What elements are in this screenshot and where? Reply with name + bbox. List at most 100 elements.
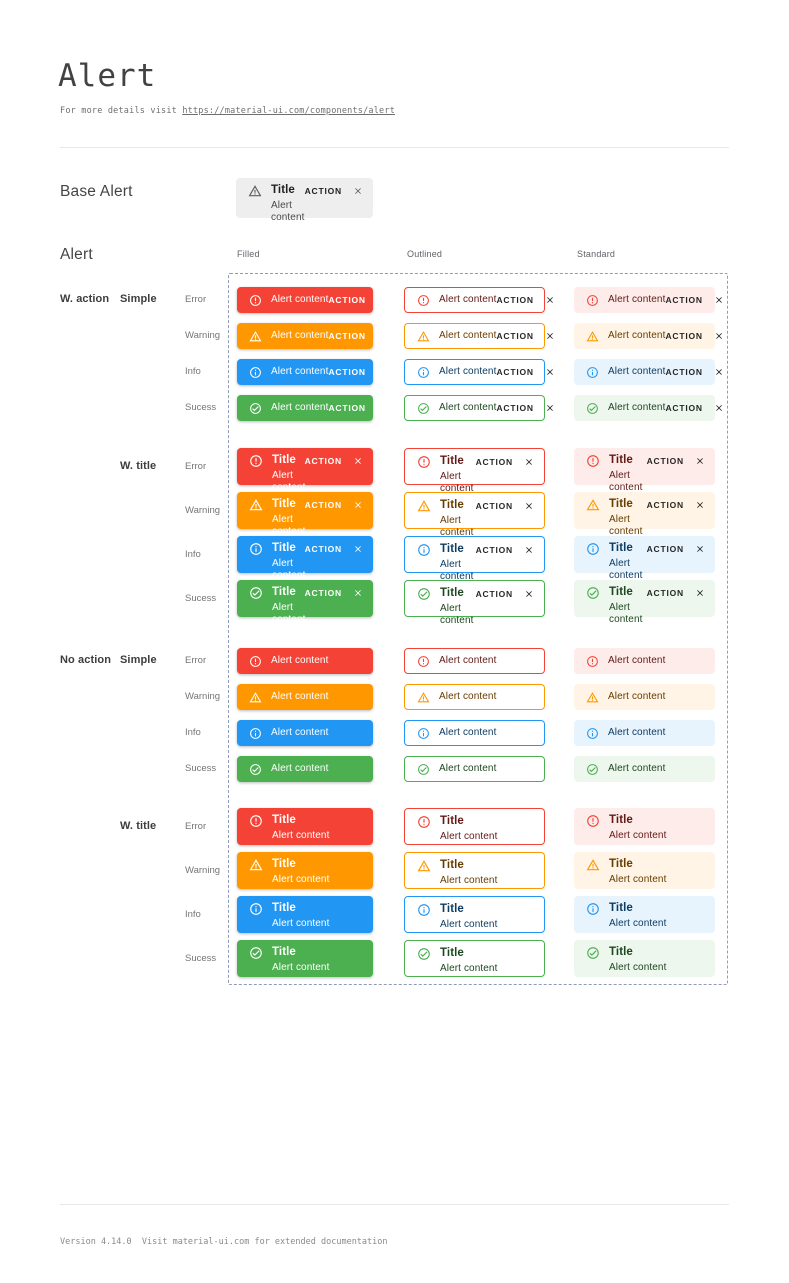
alert-content: Alert content [440, 559, 474, 582]
warning-triangle-icon [249, 691, 262, 704]
alert-action-button[interactable]: ACTION [328, 331, 366, 341]
alert-content: Alert content [609, 874, 667, 885]
close-icon[interactable] [377, 295, 387, 305]
alert-body: Title Alert content [440, 499, 476, 539]
alert-action-button[interactable]: ACTION [304, 544, 342, 554]
alert-standard-info-titled: Title Alert content ACTION [574, 536, 715, 581]
close-icon[interactable] [545, 295, 555, 305]
alert-title: Title [440, 947, 464, 959]
alert-standard-error-titled: Title Alert content ACTION [574, 448, 715, 493]
alert-action-button[interactable]: ACTION [665, 367, 703, 377]
alert-content: Alert content [608, 294, 666, 305]
alert-filled-info-titled-no-action: Title Alert content [237, 896, 373, 933]
alert-action-button[interactable]: ACTION [665, 295, 703, 305]
check-circle-outline-icon [417, 763, 430, 776]
alert-action-button[interactable]: ACTION [304, 500, 342, 510]
alert-action-button[interactable]: ACTION [475, 545, 513, 555]
alert-title: Title [272, 542, 296, 554]
subgroup-label: W. title [120, 459, 157, 472]
alert-action-button[interactable]: ACTION [475, 589, 513, 599]
close-icon[interactable] [695, 544, 705, 554]
close-icon[interactable] [377, 367, 387, 377]
close-icon[interactable] [524, 589, 534, 599]
alert-action-button[interactable]: ACTION [328, 295, 366, 305]
error-outline-icon [586, 814, 600, 828]
alert-title: Title [272, 454, 296, 466]
error-outline-icon [586, 294, 599, 307]
close-icon[interactable] [695, 456, 705, 466]
close-icon[interactable] [545, 403, 555, 413]
alert-filled-info-no-action: Alert content [237, 720, 373, 746]
alert-title: Title [609, 498, 633, 510]
close-icon[interactable] [714, 331, 724, 341]
close-icon[interactable] [524, 545, 534, 555]
alert-outlined-info-titled: Title Alert content ACTION [404, 536, 545, 582]
alert-outlined-error-titled-no-action: Title Alert content [404, 808, 545, 845]
alert-content: Alert content [608, 402, 666, 413]
alert-action-button[interactable]: ACTION [304, 588, 342, 598]
alert-action-button[interactable]: ACTION [304, 456, 342, 466]
alert-action-button[interactable]: ACTION [328, 367, 366, 377]
info-outline-icon [249, 727, 262, 740]
close-icon[interactable] [353, 456, 363, 466]
alert-action-button[interactable]: ACTION [646, 544, 684, 554]
subgroup-label: Simple [120, 654, 157, 666]
close-icon[interactable] [545, 331, 555, 341]
alert-body: Title Alert content [609, 454, 647, 494]
warning-triangle-icon [417, 691, 430, 704]
alert-content: Alert content [272, 918, 330, 929]
close-icon[interactable] [353, 186, 363, 196]
alert-action-button[interactable]: ACTION [665, 331, 703, 341]
close-icon[interactable] [695, 588, 705, 598]
error-outline-icon [417, 455, 431, 469]
alert-content: Alert content [608, 691, 666, 702]
alert-action-button[interactable]: ACTION [665, 403, 703, 413]
severity-label-info: Info [185, 366, 201, 377]
alert-standard-info-titled-no-action: Title Alert content [574, 896, 715, 933]
severity-label-warning: Warning [185, 691, 221, 702]
alert-title: Title [609, 586, 633, 598]
severity-label-success: Sucess [185, 402, 217, 413]
alert-action-button[interactable]: ACTION [475, 501, 513, 511]
alert-content: Alert content [609, 558, 643, 581]
alert-action-button[interactable]: ACTION [496, 295, 534, 305]
close-icon[interactable] [377, 403, 387, 413]
close-icon[interactable] [714, 367, 724, 377]
alert-action-button[interactable]: ACTION [328, 403, 366, 413]
info-outline-icon [586, 902, 600, 916]
alert-section-heading: Alert [60, 246, 93, 263]
group-label-no-action: No action [60, 654, 112, 666]
alert-action-button[interactable]: ACTION [496, 403, 534, 413]
alert-action-button[interactable]: ACTION [646, 456, 684, 466]
alert-action-button[interactable]: ACTION [496, 331, 534, 341]
alert-action-button[interactable]: ACTION [475, 457, 513, 467]
close-icon[interactable] [377, 331, 387, 341]
alert-action-button[interactable]: ACTION [496, 367, 534, 377]
close-icon[interactable] [714, 295, 724, 305]
alert-action-button[interactable]: ACTION [646, 588, 684, 598]
alert-standard-warning-titled-no-action: Title Alert content [574, 852, 715, 889]
close-icon[interactable] [353, 544, 363, 554]
alert-title: Title [609, 858, 633, 870]
close-icon[interactable] [353, 588, 363, 598]
close-icon[interactable] [714, 403, 724, 413]
close-icon[interactable] [524, 457, 534, 467]
error-outline-icon [249, 294, 262, 307]
alert-title: Title [272, 586, 296, 598]
alert-action-button[interactable]: ACTION [646, 500, 684, 510]
alert-standard-warning: Alert content ACTION [574, 323, 722, 349]
info-outline-icon [417, 366, 430, 379]
alert-content: Alert content [272, 874, 330, 885]
close-icon[interactable] [545, 367, 555, 377]
docs-link[interactable]: https://material-ui.com/components/alert [182, 106, 396, 116]
page-title: Alert [58, 58, 157, 94]
base-alert-action-button[interactable]: ACTION [304, 186, 342, 196]
close-icon[interactable] [695, 500, 705, 510]
alert-content: Alert content [272, 470, 306, 493]
alert-standard-error-no-action: Alert content [574, 648, 715, 674]
alert-title: Title [272, 814, 296, 826]
close-icon[interactable] [353, 500, 363, 510]
close-icon[interactable] [524, 501, 534, 511]
column-header-outlined: Outlined [407, 249, 443, 259]
